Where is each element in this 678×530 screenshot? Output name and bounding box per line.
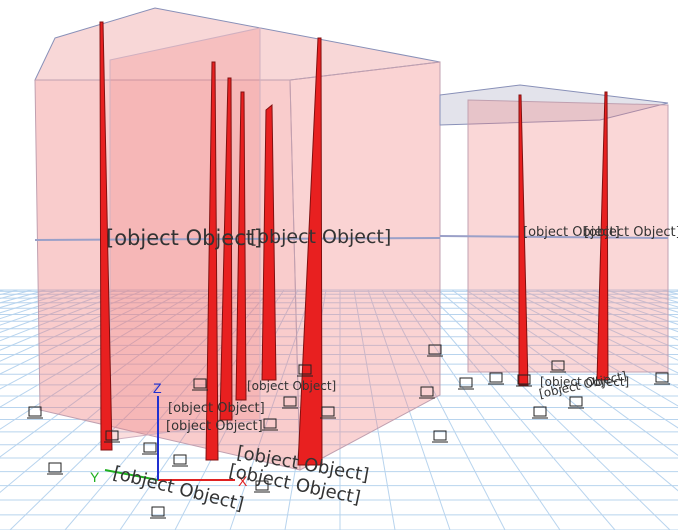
column-diagram bbox=[235, 91, 247, 401]
grid-line bbox=[0, 289, 117, 333]
grid-line bbox=[0, 289, 173, 375]
grid-line bbox=[64, 289, 271, 530]
force-label: [object Object] bbox=[168, 401, 265, 416]
support bbox=[420, 386, 434, 397]
grid-line bbox=[479, 289, 678, 407]
support bbox=[143, 442, 157, 453]
support bbox=[533, 406, 547, 417]
grid-line bbox=[119, 289, 285, 530]
grid-line bbox=[0, 289, 159, 362]
grid-line bbox=[0, 289, 229, 458]
floor-edge bbox=[439, 235, 669, 239]
grid-line bbox=[409, 289, 616, 530]
column-diagram bbox=[596, 91, 609, 381]
grid-line bbox=[0, 289, 243, 494]
force-diagrams bbox=[99, 21, 609, 466]
support bbox=[655, 372, 669, 383]
y-axis bbox=[104, 469, 159, 481]
force-label: [object Object] bbox=[523, 225, 620, 240]
grid-line bbox=[0, 289, 201, 408]
force-label: [object Object] bbox=[540, 375, 629, 389]
support bbox=[283, 396, 297, 407]
grid-line bbox=[229, 289, 313, 530]
grid-line bbox=[395, 289, 561, 530]
grid-line bbox=[451, 289, 678, 456]
grid-line bbox=[353, 289, 396, 530]
column-diagram bbox=[205, 61, 219, 461]
wall-face bbox=[289, 61, 441, 471]
column-diagram bbox=[261, 103, 277, 381]
support bbox=[551, 360, 565, 371]
force-label: [object Object] bbox=[106, 226, 262, 250]
force-label: [object Object] bbox=[250, 226, 391, 248]
column-diagram bbox=[297, 37, 323, 466]
support bbox=[105, 430, 119, 441]
wall-face bbox=[467, 99, 669, 373]
support bbox=[48, 462, 62, 473]
support bbox=[489, 372, 503, 383]
column-diagram bbox=[219, 77, 233, 421]
support bbox=[193, 378, 207, 389]
force-label: [object Object] bbox=[584, 225, 678, 240]
grid-line bbox=[0, 289, 187, 390]
support bbox=[263, 418, 277, 429]
grid-line bbox=[563, 289, 678, 333]
z-axis-label: Z bbox=[153, 380, 162, 396]
x-axis-label: X bbox=[238, 473, 248, 489]
support bbox=[569, 396, 583, 407]
column-diagram bbox=[99, 21, 113, 451]
force-label: [object Object] bbox=[247, 379, 336, 393]
grid-line bbox=[465, 289, 678, 429]
grid-line bbox=[521, 289, 678, 361]
supports bbox=[27, 344, 670, 519]
support bbox=[428, 344, 442, 355]
grid-line bbox=[437, 289, 678, 492]
support bbox=[459, 377, 473, 388]
grid-line bbox=[0, 289, 131, 342]
grid-line bbox=[174, 289, 299, 530]
force-labels: [object Object] [object Object] [object … bbox=[106, 225, 678, 515]
axis-triad: X Y Z bbox=[90, 380, 248, 489]
support bbox=[173, 454, 187, 465]
grid-line bbox=[493, 289, 678, 389]
support bbox=[28, 406, 42, 417]
grid-line bbox=[381, 289, 506, 530]
column-diagram bbox=[518, 94, 529, 386]
grid-line bbox=[507, 289, 678, 374]
support bbox=[321, 406, 335, 417]
grid-line bbox=[423, 289, 671, 530]
support bbox=[151, 506, 165, 517]
grid-line bbox=[549, 289, 678, 341]
support bbox=[255, 480, 269, 491]
grid-line bbox=[0, 289, 145, 351]
support bbox=[433, 430, 447, 441]
grid-line bbox=[535, 289, 678, 350]
support bbox=[517, 374, 531, 385]
grid-line bbox=[367, 289, 451, 530]
support bbox=[298, 364, 312, 375]
y-axis-label: Y bbox=[90, 469, 100, 485]
force-label: [object Object] bbox=[166, 419, 263, 434]
roof-slab bbox=[439, 84, 669, 126]
